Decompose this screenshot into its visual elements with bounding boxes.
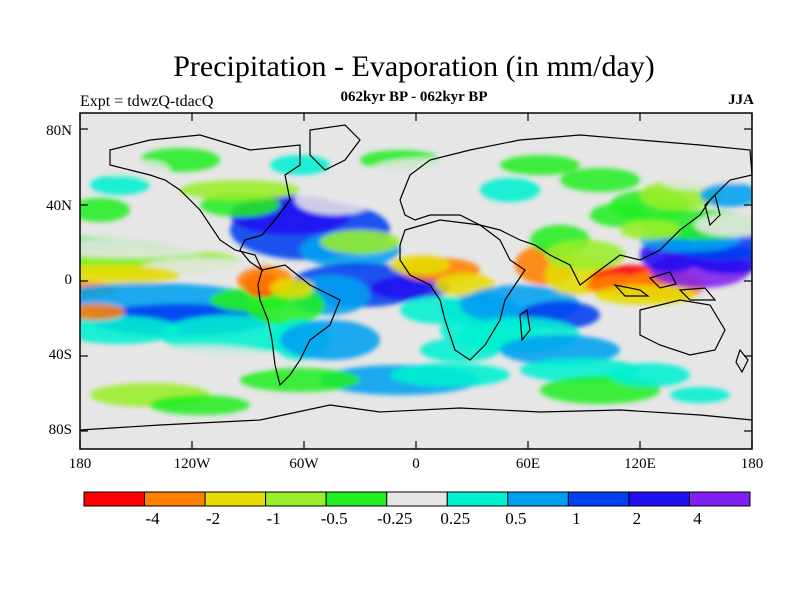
colorbar-tick-label: -1 [266,509,281,528]
colorbar-swatch [204,491,267,507]
x-tick-120e: 120E [624,456,656,472]
field-contour [110,160,170,180]
field-contour [595,285,695,305]
field-contour [160,315,300,355]
colorbar-swatch [628,491,690,507]
colorbar-tick-label: -2 [205,509,221,528]
colorbar-swatch [83,491,146,507]
field-contour [695,213,752,237]
field-contour [280,320,380,360]
field-contour [270,278,314,298]
coastline [519,308,531,342]
y-tick-40s: 40S [48,347,72,363]
colorbar-swatch [144,491,206,507]
colorbar-swatch [507,491,569,507]
colorbar [83,491,751,507]
x-tick-180e: 180 [740,456,764,472]
colorbar-tick-label: 4 [693,509,702,528]
season-label: JJA [728,92,754,108]
colorbar-tick-label: -4 [145,509,160,528]
field-contour [180,180,300,200]
experiment-label: Expt = tdwzQ-tdacQ [80,93,214,110]
x-tick-60w: 60W [289,456,319,472]
field-contour [590,203,650,227]
colorbar-tick-label: 0.25 [440,509,471,528]
coastline [648,271,677,289]
axis-ticks [79,113,753,449]
colorbar-tick-label: 0.5 [505,509,527,528]
field-contour [295,185,375,215]
field-contour [80,316,180,344]
coastline [399,134,752,286]
colorbar-swatch [567,491,630,507]
x-tick-180w: 180 [68,456,92,472]
coastline [257,264,341,387]
coastline [678,287,717,301]
colorbar-swatch [386,491,448,507]
field-contour [520,358,640,382]
field-contour [500,155,580,175]
field-contour [700,183,752,207]
coastline [613,284,650,297]
colorbar-swatch [265,491,327,507]
y-tick-80n: 80N [46,123,72,139]
field-contour [80,238,210,258]
x-tick-120w: 120W [173,456,211,472]
field-contour [90,175,150,195]
coastline [399,219,526,361]
coastline [309,124,361,171]
field-contour [80,304,125,320]
colorbar-tick-label: 1 [572,509,581,528]
x-tick-0: 0 [412,456,420,472]
coastline [735,348,749,374]
field-contour [370,158,490,182]
colorbar-swatch [688,491,751,507]
field-contour [610,363,690,387]
y-tick-80s: 80S [48,422,72,438]
field-contour [150,395,250,415]
field-contour [620,220,680,240]
field-contour [400,296,480,324]
field-contour [545,240,625,270]
coastline [639,299,726,356]
field-contour [390,363,510,387]
coastlines [80,124,752,431]
coastline [704,193,721,227]
colorbar-swatch [325,491,388,507]
field-contour [240,368,360,392]
field-contour [500,335,620,365]
coastline [109,134,301,272]
field-contour [390,255,450,275]
field-contour [560,168,640,192]
field-contour [370,276,450,300]
colorbar-swatch [446,491,509,507]
field-contour [80,198,130,222]
field-contour [80,265,180,285]
chart-subtitle: 062kyr BP - 062kyr BP [340,89,488,105]
field-contour [480,178,540,202]
colorbar-tick-label: -0.25 [377,509,413,528]
chart-title: Precipitation - Evaporation (in mm/day) [173,50,655,83]
field-layer [80,148,752,415]
field-contour [120,346,280,374]
field-contour [320,230,400,254]
colorbar-tick-label: 2 [632,509,642,528]
y-tick-0: 0 [64,272,73,288]
coastline [80,404,752,431]
y-tick-40n: 40N [46,198,72,214]
colorbar-tick-label: -0.5 [320,509,348,528]
x-tick-60e: 60E [515,456,541,472]
field-contour [670,387,730,403]
